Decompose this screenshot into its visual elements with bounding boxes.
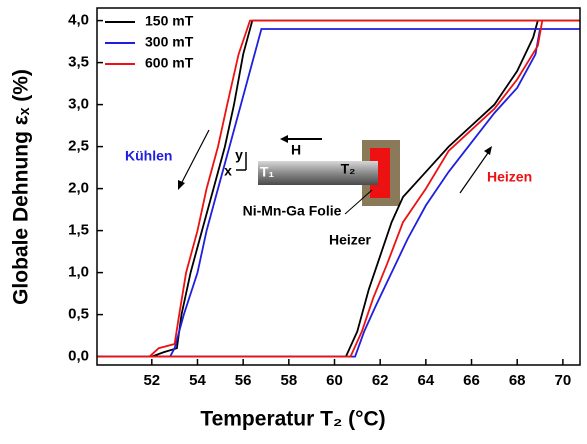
- y-tick-label: 1,0: [68, 264, 89, 281]
- legend-label: 300 mT: [145, 34, 194, 50]
- inset-diagram: [178, 129, 492, 215]
- y-tick-label: 2,5: [68, 138, 89, 155]
- y-tick-label: 2,0: [68, 180, 89, 197]
- cooling-arrow: [179, 129, 210, 187]
- y-tick-label: 3,0: [68, 96, 89, 113]
- annotation: T₂: [341, 161, 356, 177]
- data-line: [97, 28, 580, 358]
- y-tick-label: 3,5: [68, 54, 89, 71]
- legend-label: 600 mT: [145, 55, 194, 71]
- x-tick-label: 58: [280, 372, 297, 389]
- y-tick-label: 0,0: [68, 348, 89, 365]
- heating-arrow: [459, 149, 491, 194]
- annotation: Heizer: [329, 232, 372, 248]
- x-tick-label: 66: [463, 372, 480, 389]
- annotation: x: [224, 163, 232, 179]
- annotation: Ni-Mn-Ga Folie: [243, 203, 342, 219]
- x-tick-label: 62: [372, 372, 389, 389]
- annotation: H: [291, 142, 301, 158]
- x-tick-label: 70: [555, 372, 572, 389]
- x-tick-label: 52: [143, 372, 160, 389]
- y-axis-label: Globale Dehnung εₓ (%): [10, 69, 33, 305]
- heater: [370, 148, 390, 198]
- heater-pointer: [344, 189, 373, 215]
- y-tick-label: 1,5: [68, 222, 89, 239]
- x-axis-label: Temperatur T₂ (°C): [200, 408, 385, 431]
- y-tick-label: 4,0: [68, 12, 89, 29]
- plot-frame: [96, 7, 581, 366]
- cooling-arrow-head: [178, 180, 185, 190]
- y-tick-label: 0,5: [68, 306, 89, 323]
- data-line: [97, 19, 580, 358]
- legend-label: 150 mT: [145, 13, 194, 29]
- annotation: T₁: [260, 164, 275, 180]
- annotation: Heizen: [487, 169, 532, 185]
- x-tick-label: 68: [509, 372, 526, 389]
- heating-arrow-head: [484, 146, 492, 155]
- x-tick-label: 64: [418, 372, 435, 389]
- x-tick-label: 56: [235, 372, 252, 389]
- field-arrow-head: [280, 135, 288, 143]
- foil: [258, 161, 378, 185]
- x-tick-label: 60: [326, 372, 343, 389]
- annotation: Kühlen: [125, 148, 172, 164]
- x-tick-label: 54: [189, 372, 206, 389]
- annotation: y: [235, 147, 243, 163]
- data-line: [97, 19, 580, 358]
